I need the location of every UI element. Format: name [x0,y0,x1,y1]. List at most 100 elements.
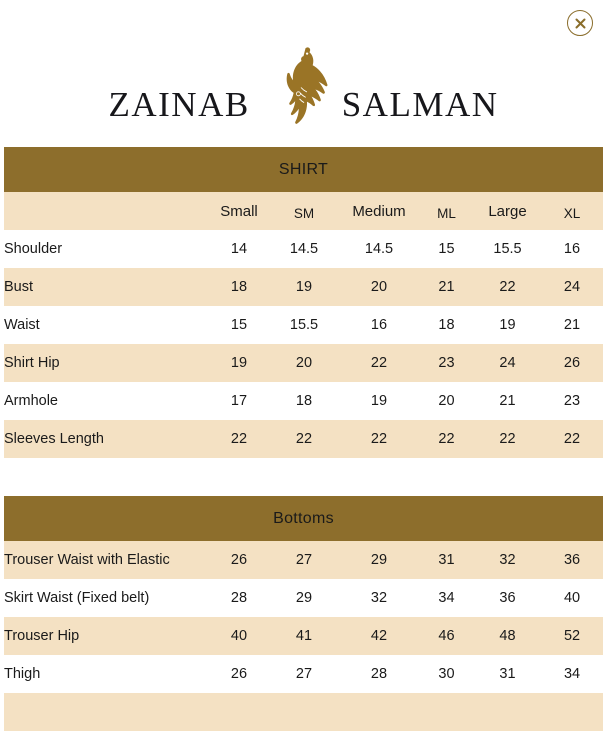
row-value: 22 [295,431,313,447]
row-value: 15 [438,241,455,257]
row-value: 42 [370,628,388,644]
row-value: 41 [295,628,313,644]
row-value: 32 [370,590,388,606]
table-row: Trouser Hip 40 41 42 46 48 52 [4,617,604,655]
row-label: Armhole [4,393,58,409]
shirt-table-title: SHIRT [4,147,603,192]
table-row: Waist 15 15.5 16 18 19 21 [4,306,603,344]
row-value: 20 [370,279,388,295]
bottoms-table-title: Bottoms [4,496,604,541]
row-value: 28 [370,666,388,682]
row-value: 17 [230,393,248,409]
row-value: 18 [438,317,455,333]
table-row: Skirt Waist (Fixed belt) 28 29 32 34 36 … [4,579,604,617]
bird-icon [274,46,334,132]
row-value: 40 [563,590,581,606]
row-value: 18 [295,393,313,409]
row-value: 26 [230,552,248,568]
row-value: 14 [230,241,248,257]
row-value: 36 [563,552,581,568]
table-row: Armhole 17 18 19 20 21 23 [4,382,603,420]
row-value: 48 [499,628,516,644]
row-value: 22 [563,431,581,447]
close-button[interactable] [567,10,593,36]
close-icon [574,17,587,30]
row-value: 20 [438,393,455,409]
shirt-size-table: SHIRT Small SM Medium ML Large XL Should… [4,147,603,458]
row-value: 22 [499,431,516,447]
row-value: 20 [295,355,313,371]
row-value: 32 [499,552,516,568]
shirt-col-header-xl: XL [563,206,581,221]
row-value: 22 [438,431,455,447]
row-value: 24 [563,279,581,295]
shirt-col-header-ml: ML [437,206,456,221]
row-value: 34 [438,590,455,606]
row-label: Shoulder [4,241,63,257]
table-filler-row [4,693,604,731]
row-value: 22 [370,431,388,447]
brand-word-left: ZAINAB [108,85,250,124]
brand-logo: ZAINAB SALMAN [0,36,607,124]
shirt-col-header-sm: SM [293,206,315,221]
row-value: 31 [499,666,516,682]
table-row: Thigh 26 27 28 30 31 34 [4,655,604,693]
row-label: Shirt Hip [4,355,60,371]
table-row: Shoulder 14 14.5 14.5 15 15.5 16 [4,230,603,268]
table-row: Trouser Waist with Elastic 26 27 29 31 3… [4,541,604,579]
row-label: Sleeves Length [4,431,104,447]
row-value: 30 [438,666,455,682]
row-value: 36 [499,590,516,606]
row-value: 19 [295,279,313,295]
shirt-column-header-row: Small SM Medium ML Large XL [4,192,603,230]
shirt-col-header-large: Large [488,202,527,220]
row-value: 21 [499,393,516,409]
row-value: 22 [230,431,248,447]
row-value: 46 [438,628,455,644]
row-value: 19 [370,393,388,409]
row-value: 31 [438,552,455,568]
shirt-table-title-row: SHIRT [4,147,603,192]
row-value: 15 [230,317,248,333]
row-value: 23 [438,355,455,371]
row-value: 29 [370,552,388,568]
row-value: 16 [370,317,388,333]
row-value: 24 [499,355,516,371]
shirt-col-header-medium: Medium [352,202,406,220]
row-value: 21 [563,317,581,333]
row-value: 19 [230,355,248,371]
row-value: 21 [438,279,455,295]
row-label: Trouser Waist with Elastic [4,552,170,568]
table-filler-cell [4,693,603,731]
row-value: 14.5 [289,241,319,257]
row-value: 52 [563,628,581,644]
row-value: 14.5 [364,241,394,257]
row-value: 26 [230,666,248,682]
bottoms-table-title-row: Bottoms [4,496,604,541]
row-value: 29 [295,590,313,606]
row-label: Trouser Hip [4,628,80,644]
row-value: 22 [499,279,516,295]
row-value: 34 [563,666,581,682]
row-value: 19 [499,317,516,333]
row-label: Skirt Waist (Fixed belt) [4,590,150,606]
row-label: Thigh [4,666,41,682]
row-value: 15.5 [289,317,319,333]
row-value: 26 [563,355,581,371]
row-value: 40 [230,628,248,644]
row-value: 18 [230,279,248,295]
row-value: 16 [563,241,581,257]
row-value: 15.5 [493,241,522,257]
brand-word-right: SALMAN [341,85,499,124]
row-label: Waist [4,317,40,333]
table-row: Shirt Hip 19 20 22 23 24 26 [4,344,603,382]
row-value: 27 [295,552,313,568]
shirt-col-header-blank [4,192,209,230]
row-value: 28 [230,590,248,606]
table-row: Sleeves Length 22 22 22 22 22 22 [4,420,603,458]
row-value: 27 [295,666,313,682]
row-value: 23 [563,393,581,409]
table-row: Bust 18 19 20 21 22 24 [4,268,603,306]
shirt-col-header-small: Small [220,202,258,220]
bottoms-size-table: Bottoms Trouser Waist with Elastic 26 27… [4,496,604,731]
